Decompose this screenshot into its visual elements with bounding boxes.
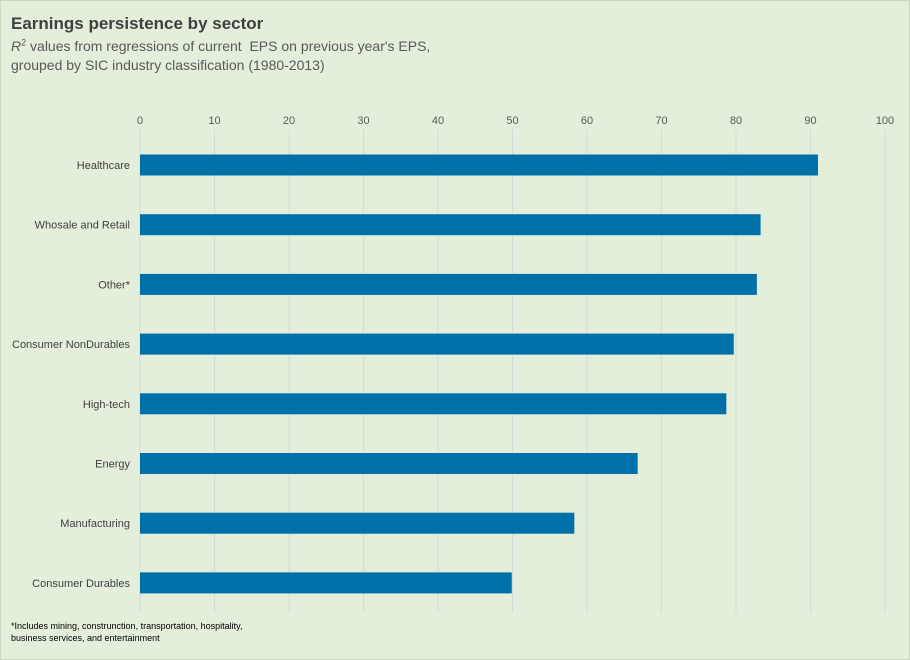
x-tick-label-10: 10 [208, 115, 220, 127]
category-label-consumer-nondurables: Consumer NonDurables [12, 339, 130, 351]
x-tick-label-60: 60 [581, 115, 593, 127]
category-label-energy: Energy [95, 459, 130, 471]
category-label-consumer-durables: Consumer Durables [32, 578, 130, 590]
category-label-healthcare: Healthcare [77, 160, 130, 172]
footnote-line-1: *Includes mining, construnction, transpo… [11, 621, 243, 631]
r-squared-superscript: 2 [21, 37, 27, 48]
bar-high-tech [140, 393, 727, 415]
x-tick-label-40: 40 [432, 115, 444, 127]
bar-other [140, 273, 757, 295]
category-label-other: Other* [98, 279, 131, 291]
footnote-line-2: business services, and entertainment [11, 633, 160, 643]
x-tick-label-90: 90 [804, 115, 816, 127]
x-tick-label-30: 30 [357, 115, 369, 127]
subtitle-line-1: R2 values from regressions of current EP… [11, 37, 430, 56]
category-label-whosale-and-retail: Whosale and Retail [35, 220, 130, 232]
bar-whosale-and-retail [140, 214, 761, 236]
category-label-high-tech: High-tech [83, 399, 130, 411]
r-squared-symbol: R [11, 38, 22, 54]
chart-title: Earnings persistence by sector [11, 14, 264, 33]
subtitle-line-2: grouped by SIC industry classification (… [11, 57, 325, 73]
x-tick-label-0: 0 [137, 115, 143, 127]
x-tick-label-70: 70 [655, 115, 667, 127]
category-label-manufacturing: Manufacturing [60, 518, 130, 530]
bar-consumer-durables [140, 572, 512, 594]
x-tick-label-80: 80 [730, 115, 742, 127]
bar-consumer-nondurables [140, 333, 734, 355]
x-tick-label-100: 100 [876, 115, 894, 127]
bar-healthcare [140, 154, 818, 176]
bar-energy [140, 453, 638, 474]
chart-subtitle: R2 values from regressions of current EP… [11, 37, 430, 75]
subtitle-line-1-text: values from regressions of current EPS o… [26, 38, 431, 54]
chart-footnote: *Includes mining, construnction, transpo… [11, 620, 311, 644]
x-tick-label-50: 50 [506, 115, 518, 127]
bar-manufacturing [140, 512, 575, 534]
x-tick-label-20: 20 [283, 115, 295, 127]
